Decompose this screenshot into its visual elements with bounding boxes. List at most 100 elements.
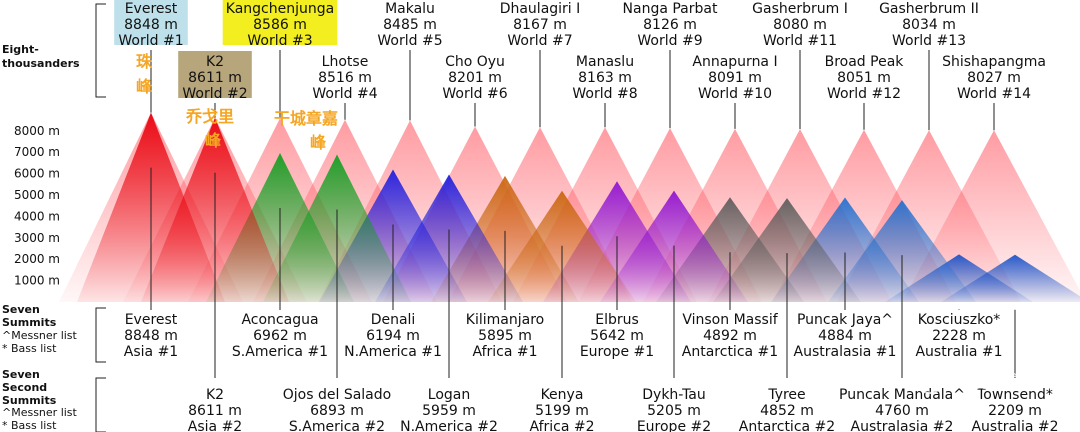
eight-thousanders-label-1: Eight- <box>2 43 39 56</box>
mountain-name: Nanga Parbat <box>623 1 718 17</box>
mountain-height: 8167 m <box>513 17 567 33</box>
y-tick-label: 6000 m <box>14 167 60 181</box>
mountain-rank: World #1 <box>118 33 183 49</box>
mountain-rank: Asia #1 <box>124 344 178 360</box>
bass-note-2: * Bass list <box>2 419 57 432</box>
mountain-rank: Africa #2 <box>529 419 594 432</box>
y-tick-label: 2000 m <box>14 252 60 266</box>
mountain-rank: World #4 <box>312 86 377 102</box>
mountain-height: 8051 m <box>837 70 891 86</box>
mountain-name: Kangchenjunga <box>226 1 334 17</box>
mountain-name: Ojos del Salado <box>283 387 391 403</box>
watermark: 环行星球 <box>917 368 1018 394</box>
mountain-name: Manaslu <box>576 54 634 70</box>
mountain-height: 5895 m <box>478 328 532 344</box>
mountain-name: Kosciuszko* <box>918 312 1001 328</box>
mountain-height: 8848 m <box>124 17 178 33</box>
mountain-height: 8126 m <box>643 17 697 33</box>
mountain-rank: Australasia #2 <box>851 419 954 432</box>
mountain-rank: World #2 <box>182 86 247 102</box>
mountain-name: Aconcagua <box>241 312 318 328</box>
watermark-text: 环行星球 <box>946 372 1018 393</box>
mountain-height: 8485 m <box>383 17 437 33</box>
mountain-name: K2 <box>206 54 224 70</box>
y-tick-label: 4000 m <box>14 209 60 223</box>
mountain-name: Gasherbrum II <box>879 1 979 17</box>
mountain-rank: N.America #2 <box>400 419 498 432</box>
mountain-name: Elbrus <box>595 312 639 328</box>
mountain-rank: S.America #1 <box>232 344 328 360</box>
eight-thousanders-label-2: thousanders <box>2 57 80 70</box>
mountain-rank: World #10 <box>698 86 772 102</box>
mountain-height: 8201 m <box>448 70 502 86</box>
mountain-rank: Antarctica #1 <box>682 344 778 360</box>
bass-note: * Bass list <box>2 342 57 355</box>
eight-thousander-triangle <box>902 130 1080 302</box>
seven-summits-label-1: Seven <box>2 303 40 316</box>
mountain-rank: World #11 <box>763 33 837 49</box>
mountain-rank: World #6 <box>442 86 507 102</box>
mountain-height: 6962 m <box>253 328 307 344</box>
mountain-height: 8611 m <box>188 70 242 86</box>
mountain-name: Broad Peak <box>825 54 905 70</box>
leader-lines <box>150 50 1016 378</box>
mountain-rank: Australasia #1 <box>794 344 897 360</box>
y-tick-label: 1000 m <box>14 274 60 288</box>
watermark-logo-icon <box>917 368 943 394</box>
second-summit-triangle <box>941 254 1080 302</box>
mountain-rank: World #14 <box>957 86 1031 102</box>
mountain-name: Vinson Massif <box>682 312 778 328</box>
chinese-annotation: 干城章嘉 <box>274 109 338 128</box>
mountain-name: Everest <box>125 1 178 17</box>
messner-note-2: ^Messner list <box>2 406 78 419</box>
mountain-height: 4852 m <box>760 403 814 419</box>
y-tick-label: 5000 m <box>14 188 60 202</box>
mountain-height: 4892 m <box>703 328 757 344</box>
mountain-rank: World #7 <box>507 33 572 49</box>
mountain-height: 5959 m <box>422 403 476 419</box>
mountain-height: 6194 m <box>366 328 420 344</box>
messner-note: ^Messner list <box>2 329 78 342</box>
mountain-rank: Africa #1 <box>472 344 537 360</box>
mountain-rank: World #8 <box>572 86 637 102</box>
mountain-rank: Australia #1 <box>915 344 1002 360</box>
mountain-name: Tyree <box>767 387 805 403</box>
mountain-rank: World #13 <box>892 33 966 49</box>
mountain-rank: S.America #2 <box>289 419 385 432</box>
second-summit-triangle <box>713 198 861 302</box>
mountain-height: 6893 m <box>310 403 364 419</box>
mountain-rank: Europe #1 <box>580 344 654 360</box>
mountain-height: 8516 m <box>318 70 372 86</box>
mountain-height: 2209 m <box>988 403 1042 419</box>
second-summits-label-2: Second <box>2 381 47 394</box>
mountain-name: Shishapangma <box>942 54 1046 70</box>
mountain-rank: N.America #1 <box>344 344 442 360</box>
chinese-annotation: 乔戈里 <box>185 107 234 126</box>
mountain-height: 5199 m <box>535 403 589 419</box>
mountain-height: 4760 m <box>875 403 929 419</box>
mountain-name: Annapurna I <box>692 54 777 70</box>
mountain-name: Gasherbrum I <box>752 1 848 17</box>
